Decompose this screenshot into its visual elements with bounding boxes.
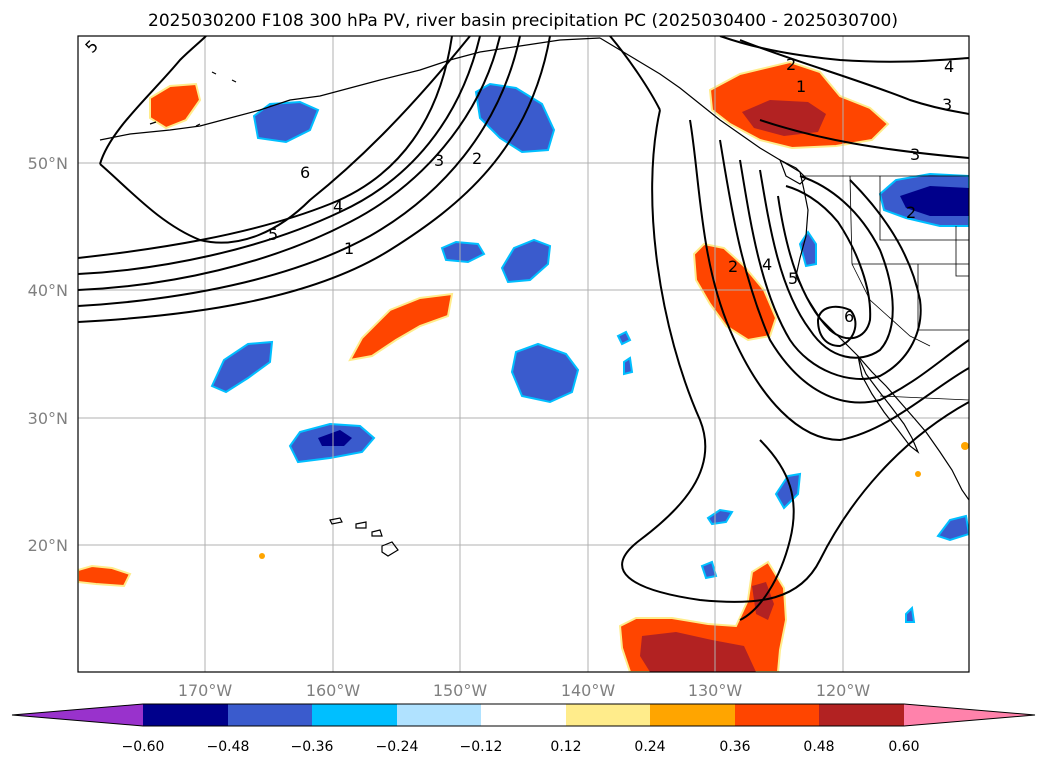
precip-negative-area <box>774 472 802 510</box>
colorbar-tick: −0.36 <box>291 739 334 755</box>
colorbar-segment <box>312 704 397 726</box>
longitude-labels: 170°W 160°W 150°W 140°W 130°W 120°W <box>178 681 871 700</box>
colorbar-segment <box>228 704 312 726</box>
pv-contour-label: 3 <box>942 95 952 114</box>
lat-label: 20°N <box>28 536 68 555</box>
map-panel: 5 6 4 5 1 3 2 2 1 3 3 4 2 4 5 6 2 <box>78 36 969 672</box>
pv-contour-label: 2 <box>728 257 738 276</box>
colorbar-extend-high <box>904 704 1035 726</box>
precip-negative-area <box>252 100 320 144</box>
colorbar-segment <box>143 704 228 726</box>
pv-contour-label: 2 <box>786 55 796 74</box>
pv-contour-label: 1 <box>796 77 806 96</box>
colorbar-tick-labels: −0.60 −0.48 −0.36 −0.24 −0.12 0.12 0.24 … <box>122 739 920 755</box>
precip-positive-area <box>78 564 132 588</box>
precip-negative-area <box>500 238 552 284</box>
colorbar-tick: 0.12 <box>550 739 581 755</box>
colorbar-tick: −0.12 <box>460 739 503 755</box>
graticule <box>78 36 969 672</box>
precip-negative-area <box>700 560 718 580</box>
lon-label: 140°W <box>561 681 616 700</box>
precip-negative-area <box>905 605 916 623</box>
colorbar-segment <box>481 704 566 726</box>
pv-contour-label: 2 <box>472 149 482 168</box>
lat-label: 30°N <box>28 409 68 428</box>
precip-negative-strong <box>900 186 969 216</box>
precip-negative-area <box>706 508 734 526</box>
colorbar-extend-low <box>12 704 143 726</box>
colorbar-tick: −0.60 <box>122 739 165 755</box>
coastlines <box>99 37 969 557</box>
pv-contour-label: 6 <box>300 163 310 182</box>
lat-label: 40°N <box>28 281 68 300</box>
precip-positive-area <box>348 292 454 362</box>
precip-negative-area <box>210 340 274 394</box>
colorbar-segment <box>650 704 735 726</box>
colorbar-segment <box>819 704 904 726</box>
precip-positive-dot <box>961 442 969 450</box>
colorbar-tick: −0.48 <box>207 739 250 755</box>
precip-negative-area <box>936 514 969 542</box>
latitude-labels: 50°N 40°N 30°N 20°N <box>28 154 68 555</box>
precip-positive-dot <box>259 553 265 559</box>
lon-label: 130°W <box>688 681 743 700</box>
lat-label: 50°N <box>28 154 68 173</box>
colorbar: −0.60 −0.48 −0.36 −0.24 −0.12 0.12 0.24 … <box>11 703 1036 755</box>
colorbar-tick: 0.36 <box>719 739 750 755</box>
precip-strong-area <box>640 632 756 672</box>
map-frame <box>77 35 970 673</box>
precip-negative-area <box>440 240 486 264</box>
pv-contour-label: 3 <box>434 151 444 170</box>
lon-label: 170°W <box>178 681 233 700</box>
pv-contour-label: 4 <box>762 255 772 274</box>
lon-label: 120°W <box>816 681 871 700</box>
precip-negative-strong <box>318 430 352 446</box>
pv-contour-label: 4 <box>944 57 954 76</box>
precip-negative-area <box>623 356 634 376</box>
pv-contours <box>78 36 969 621</box>
lon-label: 150°W <box>433 681 488 700</box>
pv-contour-label: 5 <box>788 269 798 288</box>
pv-contour-label: 2 <box>906 203 916 222</box>
precip-positive-dot <box>915 471 921 477</box>
colorbar-tick: 0.48 <box>803 739 834 755</box>
pv-contour-label: 6 <box>844 307 854 326</box>
precip-negative-area <box>510 342 580 404</box>
colorbar-segment <box>397 704 481 726</box>
colorbar-tick: 0.24 <box>634 739 665 755</box>
pv-contour-label: 5 <box>268 225 278 244</box>
colorbar-tick: −0.24 <box>376 739 419 755</box>
colorbar-tick: 0.60 <box>888 739 919 755</box>
lon-label: 160°W <box>306 681 361 700</box>
precip-positive-area <box>149 82 202 130</box>
map-title: 2025030200 F108 300 hPa PV, river basin … <box>148 11 898 31</box>
pv-contour-label: 1 <box>344 239 354 258</box>
pv-contour-label: 4 <box>333 197 343 216</box>
colorbar-segment <box>735 704 819 726</box>
colorbar-segment <box>566 704 650 726</box>
precip-negative-area <box>616 330 632 346</box>
precip-negative-area <box>474 82 556 154</box>
precip-strong-area <box>742 100 826 136</box>
precip-shading <box>78 60 969 672</box>
pv-contour-label: 3 <box>910 145 920 164</box>
political-borders <box>800 175 969 401</box>
